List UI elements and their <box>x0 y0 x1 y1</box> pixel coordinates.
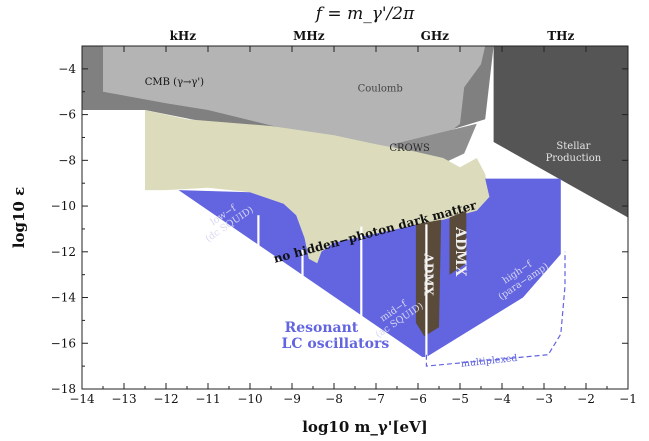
region-label-line: LC oscillators <box>282 336 390 352</box>
region-coulomb-2 <box>103 46 486 152</box>
x-tick-label: −2 <box>577 392 595 406</box>
region-admx-6 <box>415 219 442 337</box>
multiplexed-outline <box>425 251 566 367</box>
y-tick-label: −8 <box>58 153 76 167</box>
y-tick-label: −18 <box>51 382 76 396</box>
x-tick-label: −9 <box>283 392 301 406</box>
region-stellar-production-0 <box>493 46 628 218</box>
x-tick-label: −13 <box>111 392 136 406</box>
x-tick-label: −5 <box>451 392 469 406</box>
region-label-cmb-1: CMB (γ→γ') <box>145 77 204 88</box>
axes-layer: −14 −13 −12 −11 −10 −9 −8 −7 −6 −5 −4 −3 −2 −1−16−14−… <box>51 29 637 406</box>
x-tick-label: −8 <box>325 392 343 406</box>
region-label-line: ADMX <box>452 226 468 276</box>
y-tick-label: −6 <box>58 108 76 122</box>
y-tick-label: −4 <box>58 62 76 76</box>
x-tick-label: −14 <box>69 392 95 406</box>
annotation-line: multiplexed <box>460 353 518 370</box>
x-tick-label: −7 <box>367 392 385 406</box>
annotation-multiplexed: multiplexed <box>460 353 518 370</box>
region-no-hidden-photon-dark-matter-4 <box>145 110 490 264</box>
region-label-admx-6: ADMX <box>421 253 435 297</box>
dividers-layer <box>139 110 428 360</box>
region-admx-7 <box>449 210 467 275</box>
region-label-line: Production <box>546 153 602 164</box>
x-tick-label: −3 <box>535 392 553 406</box>
regions-layer <box>82 46 628 357</box>
region-label-line: CROWS <box>389 143 430 154</box>
chart-title: f = m_γ'/2π <box>314 4 415 24</box>
region-label-coulomb-2: Coulomb <box>358 84 403 95</box>
x-tick-label: −4 <box>493 392 511 406</box>
y-tick-label: −14 <box>51 291 77 305</box>
x-tick-label: −12 <box>153 392 178 406</box>
region-label-line: Coulomb <box>358 84 403 95</box>
top-axis-label: MHz <box>293 29 325 43</box>
x-axis-label: log10 m_γ'[eV] <box>302 418 428 436</box>
region-label-line: Resonant <box>285 320 359 336</box>
top-axis-label: kHz <box>170 29 197 43</box>
y-axis-label: log10 ε <box>10 187 28 248</box>
y-tick-label: −16 <box>51 336 76 350</box>
top-axis-label: THz <box>547 29 574 43</box>
region-label-admx-7: ADMX <box>452 226 468 276</box>
x-tick-label: −1 <box>619 392 637 406</box>
region-label-line: CMB (γ→γ') <box>145 77 204 88</box>
x-tick-label: −6 <box>409 392 427 406</box>
region-label-crows-3: CROWS <box>389 143 430 154</box>
region-label-line: Stellar <box>556 141 590 152</box>
x-tick-label: −11 <box>195 392 220 406</box>
y-tick-label: −10 <box>51 199 76 213</box>
region-label-line: ADMX <box>421 253 435 297</box>
y-tick-label: −12 <box>51 245 76 259</box>
x-tick-label: −10 <box>237 392 262 406</box>
top-axis-label: GHz <box>421 29 450 43</box>
